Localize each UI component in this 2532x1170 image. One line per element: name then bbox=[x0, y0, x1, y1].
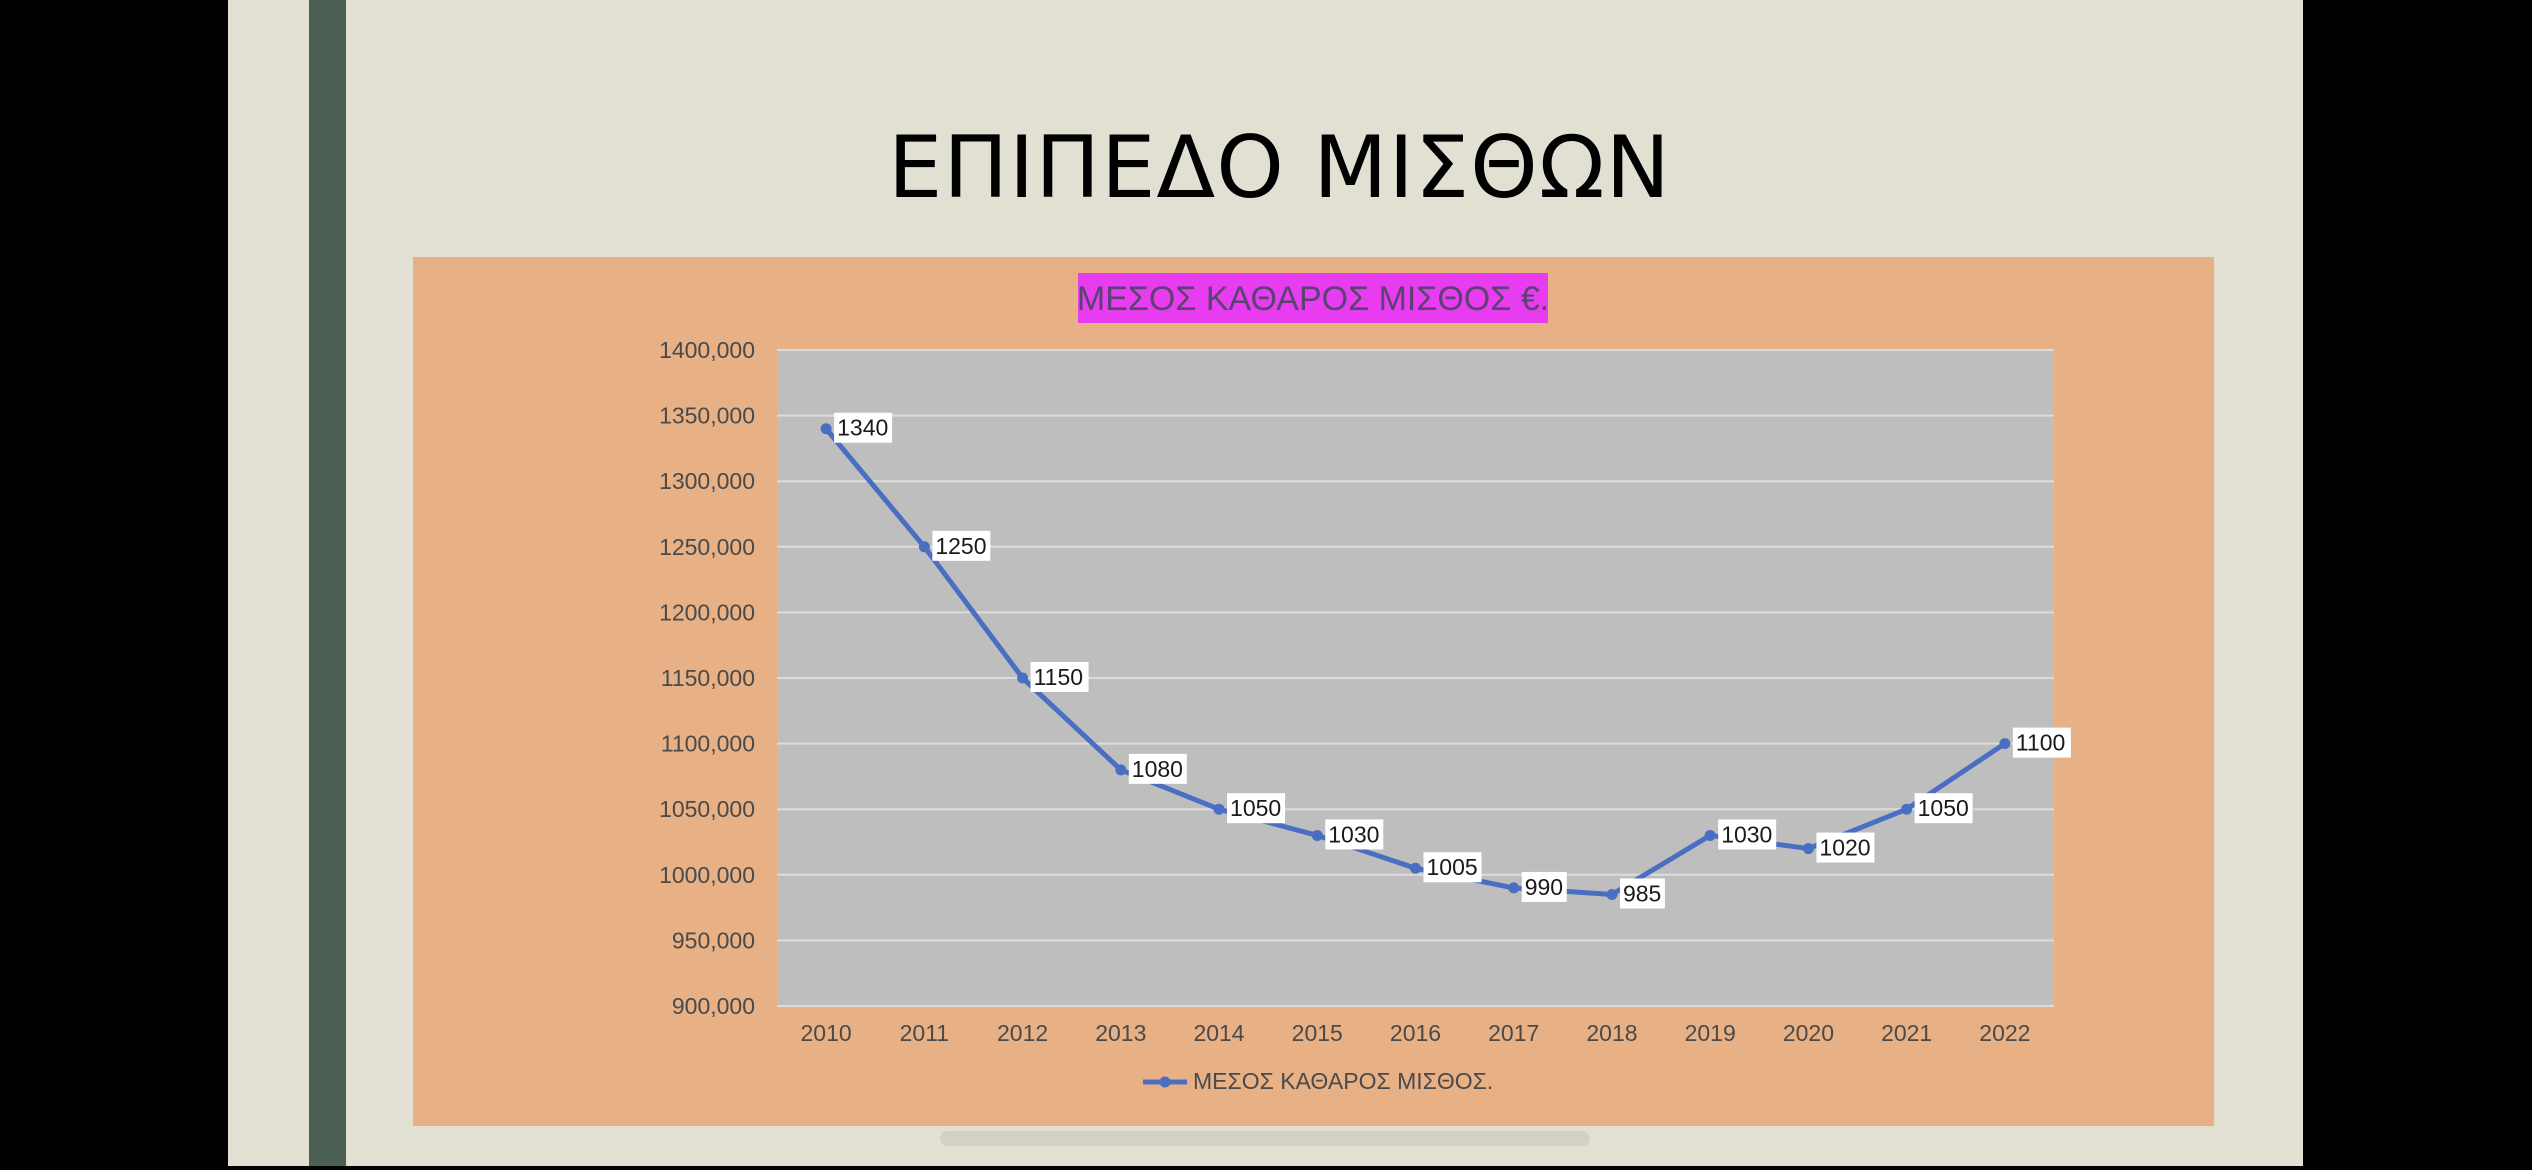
data-label: 990 bbox=[1525, 874, 1563, 900]
data-label-box bbox=[1619, 878, 1665, 909]
data-label: 1340 bbox=[837, 415, 888, 441]
x-tick-label: 2010 bbox=[801, 1020, 852, 1046]
data-label-box bbox=[1227, 793, 1286, 824]
data-label: 1020 bbox=[1819, 835, 1870, 861]
data-label: 1030 bbox=[1328, 821, 1379, 847]
x-tick-label: 2018 bbox=[1586, 1020, 1637, 1046]
y-tick-label: 1300,000 bbox=[659, 468, 755, 494]
x-tick-label: 2012 bbox=[997, 1020, 1048, 1046]
data-label-box bbox=[834, 412, 893, 443]
plot-area: 900,000 950,000 1000,000 1050,000 1100,000 11… bbox=[659, 337, 2071, 1094]
x-tick-label: 2016 bbox=[1390, 1020, 1441, 1046]
y-tick-label: 1100,000 bbox=[661, 731, 755, 757]
slide: ΕΠΙΠΕΔΟ ΜΙΣΘΩΝ ΜΕΣΟΣ ΚΑΘΑΡΟΣ ΜΙΣΘΟΣ €. 9… bbox=[228, 0, 2303, 1166]
data-label: 1050 bbox=[1918, 795, 1969, 821]
data-point[interactable] bbox=[1508, 882, 1520, 894]
y-tick-label: 900,000 bbox=[672, 993, 755, 1019]
data-point[interactable] bbox=[1115, 764, 1127, 776]
data-label: 985 bbox=[1623, 880, 1661, 906]
y-tick-label: 1050,000 bbox=[659, 796, 755, 822]
data-point[interactable] bbox=[1410, 862, 1421, 874]
chart-area[interactable]: ΜΕΣΟΣ ΚΑΘΑΡΟΣ ΜΙΣΘΟΣ €. 900,000 950,000 10… bbox=[413, 257, 2214, 1126]
x-tick-label: 2015 bbox=[1292, 1020, 1343, 1046]
horizontal-scrollbar[interactable] bbox=[940, 1131, 1590, 1146]
slide-title: ΕΠΙΠΕΔΟ ΜΙΣΘΩΝ bbox=[888, 118, 1671, 218]
legend-marker bbox=[1159, 1076, 1171, 1088]
data-label: 1250 bbox=[935, 533, 986, 559]
y-tick-label: 1400,000 bbox=[659, 337, 755, 363]
data-point[interactable] bbox=[1213, 803, 1225, 815]
data-point[interactable] bbox=[1311, 829, 1323, 841]
data-label-box bbox=[2012, 727, 2071, 758]
line-chart: ΜΕΣΟΣ ΚΑΘΑΡΟΣ ΜΙΣΘΟΣ €. 900,000 950,000 10… bbox=[659, 273, 2071, 1094]
data-point[interactable] bbox=[1999, 738, 2011, 750]
x-tick-label: 2014 bbox=[1193, 1020, 1244, 1046]
data-label: 1100 bbox=[2016, 730, 2065, 756]
y-tick-label: 1000,000 bbox=[659, 862, 755, 888]
data-label-box bbox=[1030, 662, 1089, 692]
y-tick-label: 950,000 bbox=[672, 927, 755, 953]
data-label: 1050 bbox=[1230, 795, 1281, 821]
chart-title-highlight bbox=[1078, 273, 1548, 323]
data-point[interactable] bbox=[1802, 843, 1814, 855]
data-label-box bbox=[1325, 819, 1384, 850]
data-point[interactable] bbox=[820, 423, 832, 435]
x-tick-label: 2020 bbox=[1783, 1020, 1834, 1046]
chart-title: ΜΕΣΟΣ ΚΑΘΑΡΟΣ ΜΙΣΘΟΣ €. bbox=[1077, 280, 1549, 318]
data-label-box bbox=[1128, 753, 1187, 784]
y-tick-label: 1350,000 bbox=[659, 403, 755, 429]
x-tick-label: 2011 bbox=[900, 1020, 949, 1046]
data-label-box bbox=[1816, 832, 1875, 863]
y-tick-label: 1200,000 bbox=[659, 599, 755, 625]
data-label-box bbox=[1718, 819, 1777, 850]
data-point[interactable] bbox=[1606, 888, 1618, 900]
x-tick-label: 2013 bbox=[1095, 1020, 1146, 1046]
data-label: 1150 bbox=[1034, 664, 1083, 690]
data-label-box bbox=[932, 530, 991, 561]
y-tick-label: 1150,000 bbox=[661, 665, 755, 691]
data-label-box bbox=[1521, 871, 1567, 902]
x-tick-label: 2019 bbox=[1685, 1020, 1736, 1046]
data-point[interactable] bbox=[1901, 803, 1913, 815]
data-label-box bbox=[1423, 852, 1482, 883]
side-accent-bar bbox=[309, 0, 346, 1166]
legend-label: ΜΕΣΟΣ ΚΑΘΑΡΟΣ ΜΙΣΘΟΣ. bbox=[1193, 1068, 1493, 1094]
y-tick-label: 1250,000 bbox=[659, 534, 755, 560]
data-point[interactable] bbox=[918, 541, 930, 553]
data-label: 1030 bbox=[1721, 821, 1772, 847]
x-tick-label: 2021 bbox=[1881, 1020, 1932, 1046]
data-label-box bbox=[1914, 793, 1973, 824]
data-point[interactable] bbox=[1704, 829, 1716, 841]
x-tick-label: 2017 bbox=[1488, 1020, 1539, 1046]
data-label: 1005 bbox=[1427, 854, 1478, 880]
data-label: 1080 bbox=[1132, 756, 1183, 782]
data-point[interactable] bbox=[1017, 672, 1029, 684]
x-tick-label: 2022 bbox=[1979, 1020, 2030, 1046]
